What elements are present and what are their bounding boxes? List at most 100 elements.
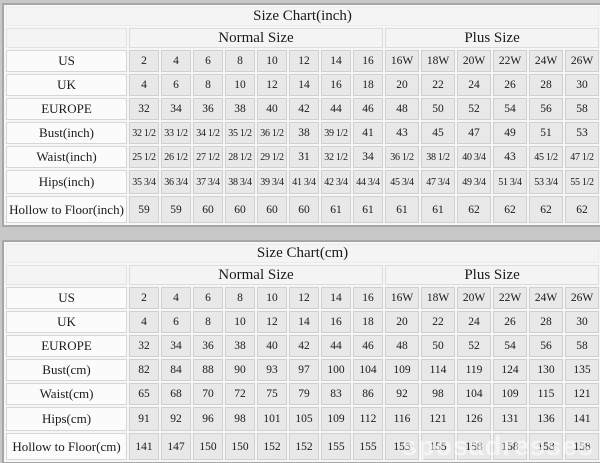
size-value-cell: 121 [565,383,600,405]
size-value-cell: 20W [457,50,491,72]
size-value-cell: 155 [421,433,455,460]
size-value-cell: 16 [321,74,351,96]
size-value-cell: 48 [385,335,419,357]
size-value-cell: 26 [493,74,527,96]
size-value-cell: 141 [565,407,600,431]
size-value-cell: 36 [193,335,223,357]
size-value-cell: 28 1/2 [225,146,255,168]
size-value-cell: 32 1/2 [129,122,159,144]
size-value-cell: 6 [161,74,191,96]
table-row: Hips(cm) 91 92 96 98 101 105 109 112 116 121 126 131… [6,407,600,431]
size-value-cell: 147 [161,433,191,460]
size-value-cell: 46 [353,335,383,357]
size-value-cell: 68 [161,383,191,405]
size-value-cell: 55 1/2 [565,170,600,194]
size-value-cell: 12 [257,311,287,333]
size-value-cell: 26W [565,50,600,72]
row-label: Waist(inch) [6,146,127,168]
row-label: UK [6,74,127,96]
size-value-cell: 24W [529,287,563,309]
row-label: US [6,287,127,309]
blank-cell [6,28,127,48]
size-value-cell: 18 [353,311,383,333]
size-value-cell: 8 [225,50,255,72]
size-value-cell: 51 3/4 [493,170,527,194]
size-value-cell: 62 [493,196,527,223]
size-value-cell: 60 [289,196,319,223]
size-value-cell: 61 [353,196,383,223]
size-value-cell: 22 [421,311,455,333]
size-chart-table-cm: Size Chart(cm) Normal Size Plus Size US 2 4 6 8… [2,240,600,463]
size-value-cell: 53 3/4 [529,170,563,194]
size-value-cell: 58 [565,335,600,357]
row-label: Hollow to Floor(cm) [6,433,127,460]
size-value-cell: 131 [493,407,527,431]
size-value-cell: 50 [421,335,455,357]
row-label: UK [6,311,127,333]
size-value-cell: 49 [493,122,527,144]
size-value-cell: 116 [385,407,419,431]
size-value-cell: 54 [493,335,527,357]
row-label: Bust(cm) [6,359,127,381]
size-value-cell: 130 [529,359,563,381]
size-value-cell: 93 [257,359,287,381]
size-value-cell: 24 [457,74,491,96]
size-value-cell: 32 [129,335,159,357]
size-value-cell: 84 [161,359,191,381]
size-value-cell: 36 [193,98,223,120]
size-value-cell: 45 1/2 [529,146,563,168]
size-value-cell: 43 [385,122,419,144]
size-value-cell: 43 [493,146,527,168]
size-value-cell: 59 [161,196,191,223]
size-value-cell: 34 [161,335,191,357]
size-value-cell: 59 [129,196,159,223]
size-value-cell: 39 1/2 [321,122,351,144]
size-value-cell: 70 [193,383,223,405]
size-value-cell: 12 [257,74,287,96]
size-value-cell: 45 [421,122,455,144]
size-value-cell: 44 3/4 [353,170,383,194]
size-value-cell: 47 1/2 [565,146,600,168]
group-header-row: Normal Size Plus Size [6,28,600,48]
size-value-cell: 20 [385,311,419,333]
size-value-cell: 114 [421,359,455,381]
plus-size-header: Plus Size [385,28,600,48]
size-value-cell: 42 [289,335,319,357]
size-value-cell: 4 [129,74,159,96]
size-value-cell: 109 [385,359,419,381]
size-value-cell: 58 [565,98,600,120]
table-row: Hollow to Floor(cm) 141 147 150 150 152 152 155… [6,433,600,460]
table-title: Size Chart(cm) [6,244,600,263]
size-value-cell: 12 [289,287,319,309]
size-value-cell: 37 3/4 [193,170,223,194]
size-value-cell: 16 [321,311,351,333]
size-value-cell: 155 [321,433,351,460]
table-row: Bust(inch) 32 1/2 33 1/2 34 1/2 35 1/2 36 1/2… [6,122,600,144]
size-value-cell: 4 [161,50,191,72]
size-value-cell: 150 [225,433,255,460]
size-value-cell: 29 1/2 [257,146,287,168]
size-value-cell: 26 1/2 [161,146,191,168]
size-value-cell: 35 1/2 [225,122,255,144]
size-value-cell: 35 3/4 [129,170,159,194]
size-value-cell: 38 [225,335,255,357]
size-value-cell: 39 3/4 [257,170,287,194]
size-value-cell: 60 [257,196,287,223]
size-value-cell: 92 [385,383,419,405]
row-label: Hips(cm) [6,407,127,431]
size-value-cell: 44 [321,98,351,120]
size-value-cell: 36 1/2 [257,122,287,144]
size-value-cell: 26 [493,311,527,333]
normal-size-header: Normal Size [129,265,383,285]
size-value-cell: 38 [289,122,319,144]
size-value-cell: 4 [129,311,159,333]
plus-size-header: Plus Size [385,265,600,285]
size-value-cell: 62 [565,196,600,223]
size-value-cell: 61 [421,196,455,223]
size-value-cell: 10 [257,287,287,309]
size-value-cell: 158 [565,433,600,460]
size-value-cell: 32 [129,98,159,120]
size-value-cell: 61 [385,196,419,223]
size-value-cell: 158 [529,433,563,460]
